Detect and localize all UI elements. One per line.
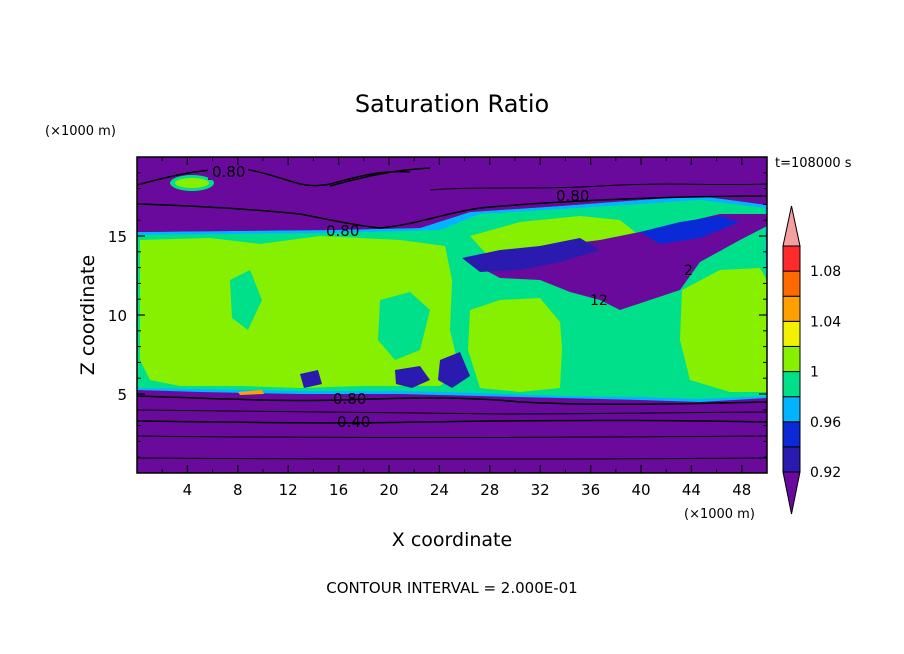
colorbar: 1.08 1.04 1 0.96 0.92 [782,205,841,515]
colorbar-label: 0.92 [810,465,841,481]
contour-label: 0.80 [212,163,245,181]
x-tick-label: 4 [183,481,193,499]
contour-line-9 [137,457,767,460]
colorbar-swatch [782,371,801,398]
contour-line-6 [137,409,767,415]
x-tick-label: 28 [480,481,499,499]
field-region-supersaturated-streak [238,390,264,395]
field-region-blue-patch-3 [300,370,322,388]
colorbar-swatch [782,295,801,322]
contour-line-1 [137,168,411,187]
y-tick-label: 15 [108,228,127,246]
field-region-cloud-top-left-core [175,178,209,188]
contour-line-2 [329,167,431,187]
field-region-teal-patch-2 [230,270,262,330]
field-region-lower-purple [137,392,767,473]
colorbar-swatch [782,320,801,347]
contour-label: 0.80 [333,390,366,408]
x-tick-label: 44 [682,481,701,499]
colorbar-swatch [782,345,801,373]
contour-line-5 [137,395,767,406]
x-axis-ticks: 4 8 12 16 20 24 28 32 36 40 44 48 [161,157,751,499]
colorbar-label: 0.96 [810,415,841,431]
field-region-green-left [140,236,460,388]
y-axis-label: Z coordinate [77,255,99,375]
field-region-green-right [680,268,767,392]
field-region-blue-band-2 [640,216,740,244]
contour-interval-note: CONTOUR INTERVAL = 2.000E-01 [326,579,577,597]
colorbar-swatch [782,421,801,448]
contour-label: 0.80 [326,222,359,240]
contour-line-4 [429,183,767,191]
x-tick-label: 16 [329,481,348,499]
colorbar-label: 1 [810,365,819,381]
x-unit-label: (×1000 m) [684,507,755,522]
contour-label: 0.40 [337,413,370,431]
colorbar-swatch [782,446,801,473]
x-tick-label: 20 [379,481,398,499]
contour-label: 2 [684,263,693,279]
contour-lines [137,167,767,460]
x-tick-label: 8 [233,481,243,499]
colorbar-label: 1.08 [810,264,841,280]
y-tick-label: 10 [108,307,127,325]
x-tick-label: 40 [631,481,650,499]
contour-label: 12 [590,293,608,309]
time-label: t=108000 s [775,156,852,171]
x-axis-label: X coordinate [392,529,512,551]
field-region-blue-patch-1 [395,366,430,388]
contour-line-3 [137,195,767,229]
y-tick-label: 5 [117,386,127,404]
contour-label: 0.80 [556,187,589,205]
colorbar-low-arrow [782,471,801,515]
x-tick-label: 24 [430,481,449,499]
contour-line-7 [137,419,767,424]
saturation-field [137,157,767,473]
colorbar-swatch [782,245,801,272]
x-tick-label: 32 [531,481,550,499]
y-axis-ticks: 5 10 15 [108,172,767,458]
colorbar-swatch [782,270,801,297]
contour-line-8 [137,435,767,438]
colorbar-high-arrow [782,205,801,247]
field-region-green-center [468,298,562,392]
x-tick-label: 12 [279,481,298,499]
contour-labels: 0.80 0.80 0.80 0.80 0.40 2 12 [208,162,693,431]
field-region-blue-band [462,238,600,272]
field-region-teal-patch-1 [378,292,430,360]
x-tick-label: 48 [732,481,751,499]
x-tick-label: 36 [581,481,600,499]
contour-label-bg [208,162,248,180]
colorbar-swatch [782,396,801,423]
chart-title: Saturation Ratio [355,90,549,118]
colorbar-label: 1.04 [810,314,841,330]
field-region-blue-patch-2 [438,352,470,388]
y-unit-label: (×1000 m) [45,124,116,139]
